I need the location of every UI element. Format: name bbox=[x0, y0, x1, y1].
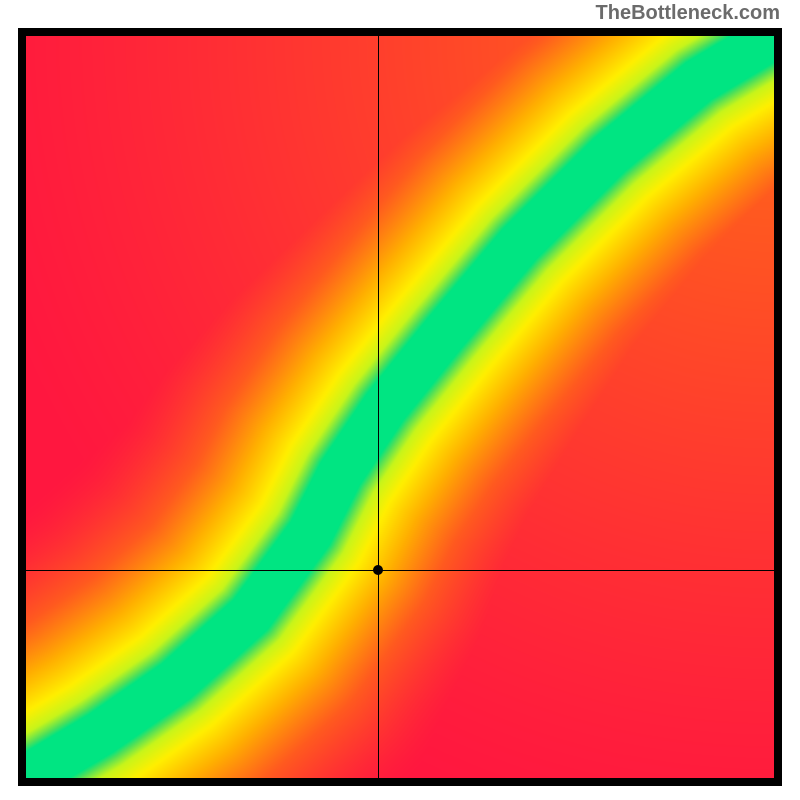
watermark-text: TheBottleneck.com bbox=[596, 2, 780, 25]
crosshair-vertical bbox=[378, 36, 379, 778]
plot-area bbox=[26, 36, 774, 778]
marker-dot bbox=[373, 565, 383, 575]
chart-frame bbox=[18, 28, 782, 786]
heatmap-canvas bbox=[26, 36, 774, 778]
crosshair-horizontal bbox=[26, 570, 774, 571]
